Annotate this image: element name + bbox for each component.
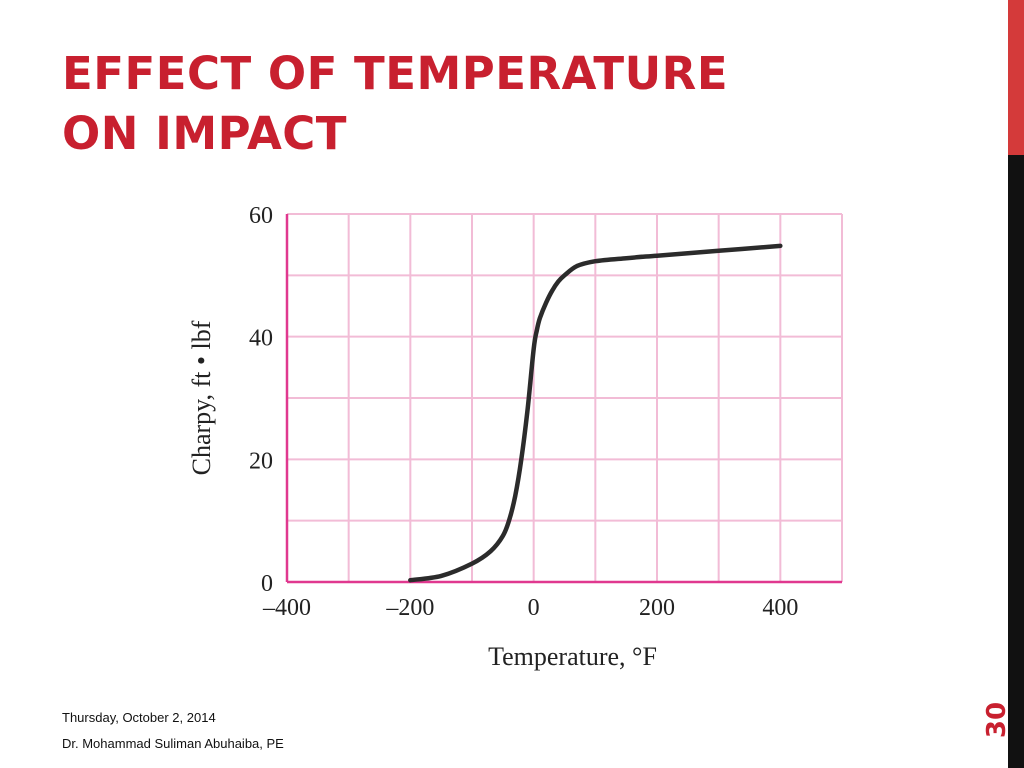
y-tick-label: 60 <box>249 203 273 229</box>
y-axis-label: Charpy, ft • lbf <box>187 320 216 475</box>
sidebar-accent-bottom <box>1008 155 1024 768</box>
charpy-curve <box>408 243 783 583</box>
x-tick-label: 400 <box>762 595 798 621</box>
x-tick-label: –200 <box>385 595 434 621</box>
slide-title: EFFECT OF TEMPERATURE ON IMPACT <box>62 44 962 164</box>
x-tick-label: 0 <box>528 595 540 621</box>
sidebar-accent-top <box>1008 0 1024 155</box>
footer-date: Thursday, October 2, 2014 <box>62 710 216 725</box>
page-number: 30 <box>982 701 1012 739</box>
x-tick-labels: –400 –200 0 200 400 <box>262 595 798 621</box>
y-tick-label: 20 <box>249 448 273 474</box>
x-tick-label: –400 <box>262 595 311 621</box>
y-tick-labels: 0 20 40 60 <box>249 203 273 597</box>
slide-title-line-1: EFFECT OF TEMPERATURE <box>62 47 729 100</box>
y-tick-label: 0 <box>261 571 273 597</box>
footer-author: Dr. Mohammad Suliman Abuhaiba, PE <box>62 736 284 751</box>
chart-grid <box>287 213 843 582</box>
chart-axes <box>285 214 842 584</box>
x-axis-label: Temperature, °F <box>488 642 657 671</box>
y-tick-label: 40 <box>249 326 273 352</box>
slide-title-line-2: ON IMPACT <box>62 107 348 160</box>
x-tick-label: 200 <box>639 595 675 621</box>
